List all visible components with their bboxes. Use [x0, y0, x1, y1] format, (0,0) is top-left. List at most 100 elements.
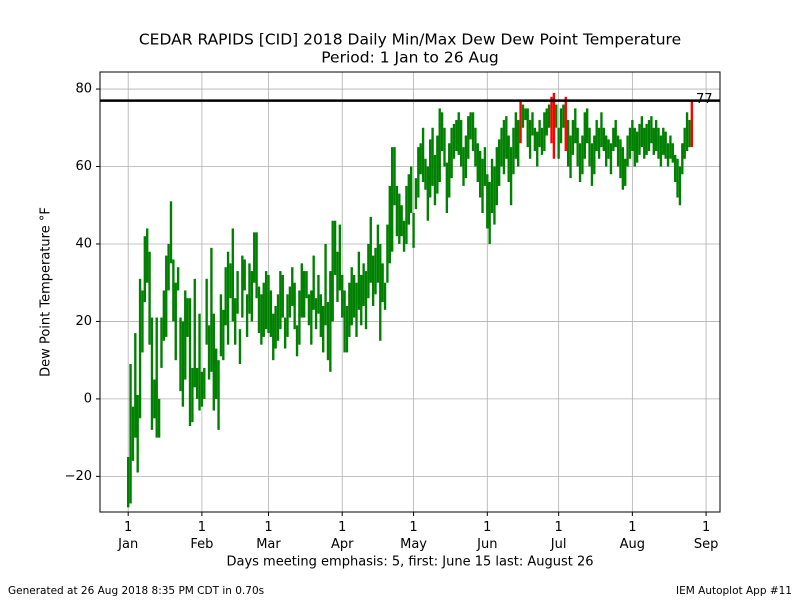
day-bar: [550, 96, 553, 144]
day-bar: [436, 135, 439, 194]
day-bar: [283, 317, 287, 349]
day-bar: [424, 158, 427, 190]
day-bar: [578, 143, 582, 182]
day-bar: [433, 154, 437, 206]
day-bar: [362, 263, 365, 306]
day-bar: [257, 286, 261, 334]
day-bar: [526, 108, 529, 148]
day-bar: [329, 271, 332, 372]
day-bar: [669, 135, 672, 159]
day-bar: [355, 282, 358, 337]
day-bar: [262, 282, 265, 337]
day-bar: [536, 131, 539, 167]
day-bar: [495, 147, 498, 206]
day-bar: [514, 112, 518, 159]
day-bar: [638, 123, 641, 155]
day-bar: [338, 224, 342, 291]
y-tick-label: 40: [75, 236, 92, 251]
day-bar: [654, 120, 658, 152]
day-bar: [146, 228, 149, 283]
y-tick-label: 80: [75, 82, 92, 97]
day-bar: [417, 147, 420, 198]
day-bar: [350, 267, 353, 326]
day-bar: [452, 123, 456, 159]
x-tick-line: Jun: [476, 537, 497, 552]
day-bar: [253, 232, 256, 283]
day-bar: [322, 305, 325, 353]
day-bar: [595, 120, 598, 152]
day-bar: [383, 282, 387, 310]
day-bar: [628, 127, 632, 159]
day-bar: [212, 313, 215, 411]
day-bar: [429, 139, 432, 198]
day-bar: [571, 120, 575, 155]
day-bar: [517, 120, 520, 167]
day-bar: [540, 127, 544, 155]
day-bar: [666, 143, 670, 167]
day-bar: [509, 147, 513, 206]
y-tick-label: −20: [65, 469, 92, 484]
day-bar: [493, 166, 496, 225]
day-bar: [552, 92, 556, 159]
day-bar: [547, 104, 551, 128]
day-bar: [502, 120, 506, 175]
y-axis-label: Dew Point Temperature °F: [39, 207, 54, 377]
day-bar: [369, 216, 372, 283]
day-bar: [581, 135, 584, 175]
day-bar: [647, 120, 651, 152]
day-bar: [414, 178, 418, 210]
day-bar: [543, 112, 546, 152]
day-bar: [167, 243, 170, 291]
day-bar: [600, 112, 603, 148]
day-bar: [293, 282, 296, 330]
day-bar: [685, 112, 689, 152]
day-bar: [412, 212, 415, 248]
day-bar: [291, 267, 294, 306]
day-bar: [367, 243, 370, 299]
day-bar: [471, 112, 475, 152]
day-bar: [386, 224, 389, 283]
day-bar: [398, 193, 401, 244]
day-bar: [395, 185, 399, 237]
day-bar: [326, 302, 330, 361]
day-bar: [260, 294, 263, 345]
x-tick-line: Feb: [190, 537, 213, 552]
day-bar: [609, 143, 613, 175]
day-bar: [652, 127, 655, 155]
day-bar: [138, 278, 142, 419]
day-bar: [421, 127, 425, 182]
day-bar: [193, 278, 196, 388]
day-bar: [390, 147, 394, 252]
day-bar: [203, 367, 206, 399]
day-bar: [497, 139, 501, 186]
day-bar: [574, 108, 577, 144]
day-bar: [364, 271, 368, 330]
day-bar: [336, 251, 339, 303]
x-tick-label: 1 Jul: [550, 520, 567, 552]
x-tick-label: 1 Jun: [476, 520, 497, 552]
day-bar: [341, 274, 344, 318]
day-bar: [455, 120, 458, 152]
day-bar: [236, 271, 239, 314]
day-bar: [602, 127, 606, 152]
x-tick-line: May: [400, 537, 427, 552]
day-bar: [172, 259, 175, 322]
day-bar: [676, 158, 679, 198]
day-bar: [631, 120, 634, 152]
day-bar: [562, 104, 565, 128]
x-tick-line: 1: [483, 520, 491, 535]
day-bar: [445, 162, 449, 213]
day-bar: [538, 120, 541, 148]
day-bar: [612, 127, 615, 152]
day-bar: [559, 108, 563, 144]
day-bar: [219, 294, 223, 357]
day-bar: [360, 274, 363, 326]
day-bar: [593, 135, 596, 175]
plot-frame: [99, 71, 721, 513]
day-bar: [607, 139, 610, 159]
day-bar: [250, 271, 254, 322]
day-bar: [129, 364, 132, 504]
day-bar: [671, 143, 674, 163]
day-bar: [186, 298, 189, 337]
y-tick-label: 20: [75, 314, 92, 329]
